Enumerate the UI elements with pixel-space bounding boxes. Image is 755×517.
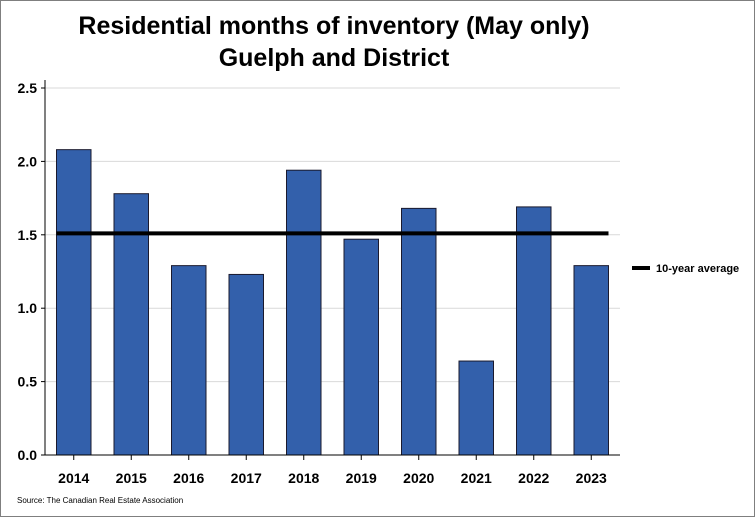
x-tick-label: 2015 [116,470,147,486]
bar-2021 [458,360,494,456]
y-tick-label: 0.5 [18,374,38,390]
x-tick-label: 2022 [518,470,549,486]
y-tick-label: 1.0 [18,300,38,316]
x-tick-label: 2018 [288,470,319,486]
source-note: Source: The Canadian Real Estate Associa… [17,496,184,505]
bar-2014 [56,149,92,456]
x-tick-label: 2020 [403,470,434,486]
legend-label: 10-year average [656,263,739,275]
y-tick-labels: 0.0 0.5 1.0 1.5 2.0 2.5 [18,80,38,463]
bar-2016 [171,265,207,456]
x-tick-labels: 2014 2015 2016 2017 2018 2019 2020 2021 2022 2023 [58,455,607,486]
y-tick-label: 0.0 [18,447,38,463]
legend: 10-year average [632,263,739,275]
x-tick-label: 2023 [576,470,607,486]
y-tick-label: 1.5 [18,227,38,243]
bar-2023 [573,265,609,456]
bar-2018 [286,169,322,456]
x-tick-label: 2016 [173,470,204,486]
bar-2020 [401,207,437,456]
bars [56,149,609,456]
x-tick-label: 2019 [346,470,377,486]
bar-2017 [228,273,264,456]
x-tick-label: 2021 [461,470,492,486]
bar-2015 [113,193,149,456]
chart-title: Residential months of inventory (May onl… [78,12,590,40]
axes [41,80,620,456]
x-tick-label: 2014 [58,470,89,486]
y-tick-label: 2.0 [18,153,38,169]
y-tick-label: 2.5 [18,80,38,96]
x-tick-label: 2017 [231,470,262,486]
bar-2022 [516,206,552,456]
chart-subtitle: Guelph and District [218,44,450,72]
bar-2019 [343,238,379,456]
